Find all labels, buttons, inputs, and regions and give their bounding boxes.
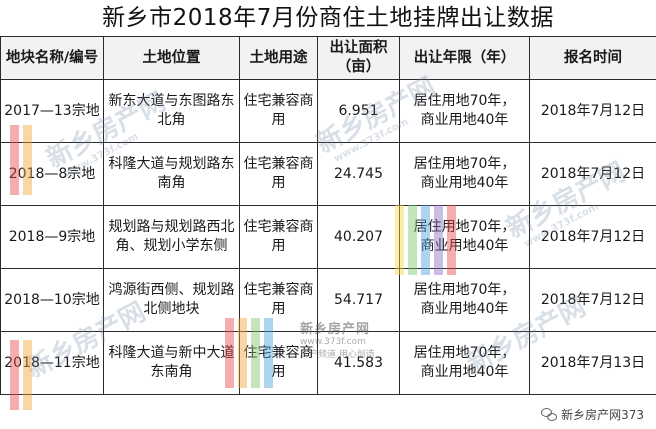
cell-use: 住宅兼容商用 [239, 205, 318, 269]
term-line-2: 商业用地40年 [420, 175, 509, 191]
cell-name: 2018—11宗地 [0, 331, 104, 395]
cell-term: 居住用地70年， 商业用地40年 [399, 142, 530, 206]
account-badge: 新乡房产网373 [535, 403, 650, 425]
cell-location: 新东大道与东图路东北角 [103, 79, 240, 143]
cell-location: 鸿源街西侧、规划路北侧地块 [103, 268, 240, 332]
cell-use: 住宅兼容商用 [239, 142, 318, 206]
cell-location: 科隆大道与规划路东南角 [103, 142, 240, 206]
cell-term: 居住用地70年， 商业用地40年 [399, 205, 530, 269]
cell-location: 规划路与规划路西北角、规划小学东侧 [103, 205, 240, 269]
term-line-2: 商业用地40年 [420, 364, 509, 380]
cell-name: 2018—8宗地 [0, 142, 104, 206]
term-line-1: 居住用地70年， [413, 345, 516, 361]
cell-use: 住宅兼容商用 [239, 331, 318, 395]
table-row: 2018—9宗地 规划路与规划路西北角、规划小学东侧 住宅兼容商用 40.207… [0, 205, 656, 269]
land-data-table: 地块名称/编号 土地位置 土地用途 出让面积（亩） 出让年限（年） 报名时间 2… [0, 36, 656, 395]
term-line-2: 商业用地40年 [420, 112, 509, 128]
term-line-1: 居住用地70年， [413, 156, 516, 172]
cell-date: 2018年7月12日 [529, 79, 656, 143]
cell-use: 住宅兼容商用 [239, 79, 318, 143]
cell-area: 24.745 [317, 142, 400, 206]
cell-date: 2018年7月13日 [529, 331, 656, 395]
cell-use: 住宅兼容商用 [239, 268, 318, 332]
table-row: 2018—10宗地 鸿源街西侧、规划路北侧地块 住宅兼容商用 54.717 居住… [0, 268, 656, 332]
header-location: 土地位置 [103, 36, 240, 80]
cell-area: 40.207 [317, 205, 400, 269]
term-line-1: 居住用地70年， [413, 282, 516, 298]
term-line-1: 居住用地70年， [413, 93, 516, 109]
header-use: 土地用途 [239, 36, 318, 80]
cell-name: 2017—13宗地 [0, 79, 104, 143]
header-term: 出让年限（年） [399, 36, 530, 80]
header-area: 出让面积（亩） [317, 36, 400, 80]
cell-term: 居住用地70年， 商业用地40年 [399, 331, 530, 395]
cell-name: 2018—9宗地 [0, 205, 104, 269]
cell-location: 科隆大道与新中大道东南角 [103, 331, 240, 395]
table-header-row: 地块名称/编号 土地位置 土地用途 出让面积（亩） 出让年限（年） 报名时间 [0, 36, 656, 80]
cell-name: 2018—10宗地 [0, 268, 104, 332]
term-line-2: 商业用地40年 [420, 301, 509, 317]
cell-area: 41.583 [317, 331, 400, 395]
table-row: 2017—13宗地 新东大道与东图路东北角 住宅兼容商用 6.951 居住用地7… [0, 79, 656, 143]
cell-term: 居住用地70年， 商业用地40年 [399, 268, 530, 332]
table-row: 2018—11宗地 科隆大道与新中大道东南角 住宅兼容商用 41.583 居住用… [0, 331, 656, 395]
cell-area: 6.951 [317, 79, 400, 143]
table-row: 2018—8宗地 科隆大道与规划路东南角 住宅兼容商用 24.745 居住用地7… [0, 142, 656, 206]
account-name: 新乡房产网373 [561, 407, 644, 422]
cell-area: 54.717 [317, 268, 400, 332]
header-name: 地块名称/编号 [0, 36, 104, 80]
cell-date: 2018年7月12日 [529, 268, 656, 332]
header-date: 报名时间 [529, 36, 656, 80]
cell-term: 居住用地70年， 商业用地40年 [399, 79, 530, 143]
cell-date: 2018年7月12日 [529, 205, 656, 269]
cell-date: 2018年7月12日 [529, 142, 656, 206]
wechat-icon [541, 407, 558, 421]
page-title: 新乡市2018年7月份商住土地挂牌出让数据 [102, 5, 554, 31]
term-line-2: 商业用地40年 [420, 238, 509, 254]
term-line-1: 居住用地70年， [413, 219, 516, 235]
